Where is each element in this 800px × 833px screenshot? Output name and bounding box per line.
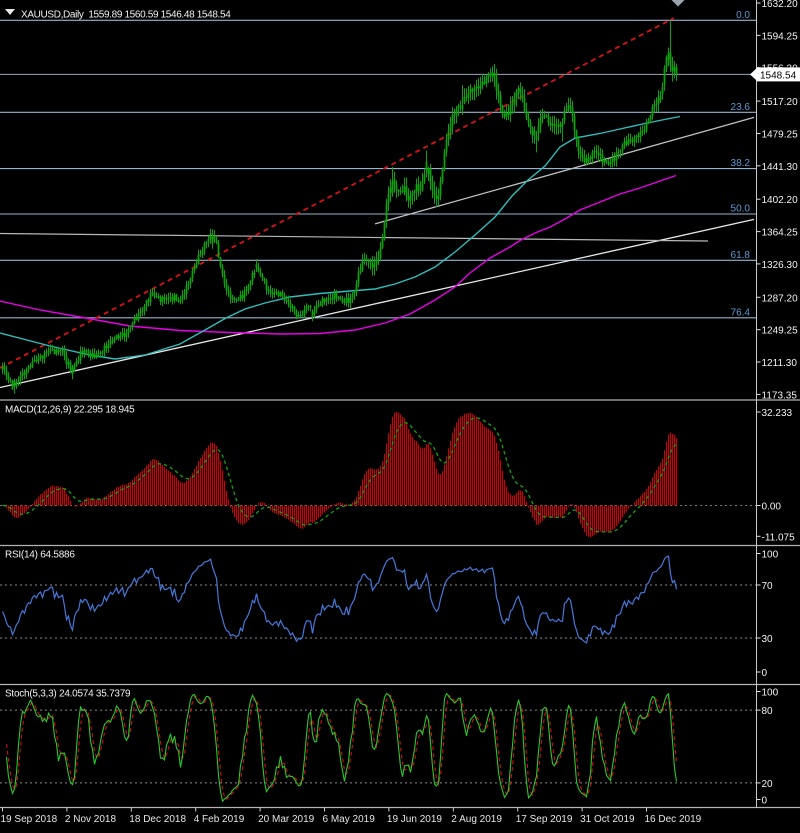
svg-text:Stoch(5,3,3) 24.0574 35.7379: Stoch(5,3,3) 24.0574 35.7379 xyxy=(5,689,131,700)
svg-text:1517.20: 1517.20 xyxy=(762,97,799,108)
svg-text:1211.30: 1211.30 xyxy=(762,358,798,369)
svg-text:1287.20: 1287.20 xyxy=(762,293,799,304)
svg-text:1364.25: 1364.25 xyxy=(762,228,799,239)
svg-text:2 Aug 2019: 2 Aug 2019 xyxy=(451,814,502,825)
svg-text:1326.30: 1326.30 xyxy=(762,260,799,271)
svg-text:4 Feb 2019: 4 Feb 2019 xyxy=(194,814,245,825)
svg-text:RSI(14) 64.5886: RSI(14) 64.5886 xyxy=(5,550,75,561)
svg-text:0.0: 0.0 xyxy=(736,10,750,21)
svg-text:0.00: 0.00 xyxy=(762,502,782,513)
svg-text:32.233: 32.233 xyxy=(762,408,793,419)
svg-text:0: 0 xyxy=(762,668,768,679)
svg-text:1479.25: 1479.25 xyxy=(762,130,799,141)
svg-text:19 Jun 2019: 19 Jun 2019 xyxy=(387,814,442,825)
svg-text:19 Sep 2018: 19 Sep 2018 xyxy=(1,814,58,825)
svg-text:1173.35: 1173.35 xyxy=(762,390,798,401)
svg-text:20 Mar 2019: 20 Mar 2019 xyxy=(258,814,315,825)
svg-text:-11.075: -11.075 xyxy=(762,532,796,543)
svg-text:1594.25: 1594.25 xyxy=(762,31,799,42)
svg-text:76.4: 76.4 xyxy=(731,307,751,318)
svg-text:1402.20: 1402.20 xyxy=(762,195,799,206)
svg-text:2 Nov 2018: 2 Nov 2018 xyxy=(65,814,117,825)
svg-text:61.8: 61.8 xyxy=(731,250,751,261)
svg-text:23.6: 23.6 xyxy=(731,102,751,113)
svg-text:1632.20: 1632.20 xyxy=(762,0,799,10)
svg-text:0: 0 xyxy=(762,796,768,807)
svg-text:31 Oct 2019: 31 Oct 2019 xyxy=(580,814,635,825)
svg-text:50.0: 50.0 xyxy=(731,204,751,215)
svg-text:6 May 2019: 6 May 2019 xyxy=(323,814,376,825)
svg-text:XAUUSD,Daily 1559.89 1560.59: XAUUSD,Daily 1559.89 1560.59 1546.48 154… xyxy=(21,10,231,21)
svg-text:1249.25: 1249.25 xyxy=(762,326,799,337)
svg-text:17 Sep 2019: 17 Sep 2019 xyxy=(516,814,573,825)
svg-text:18 Dec 2018: 18 Dec 2018 xyxy=(129,814,186,825)
svg-text:38.2: 38.2 xyxy=(731,158,751,169)
svg-text:MACD(12,26,9) 22.295 18.945: MACD(12,26,9) 22.295 18.945 xyxy=(5,405,135,416)
svg-text:70: 70 xyxy=(762,581,774,592)
svg-text:16 Dec 2019: 16 Dec 2019 xyxy=(645,814,702,825)
svg-text:1548.54: 1548.54 xyxy=(760,70,797,81)
svg-text:1441.30: 1441.30 xyxy=(762,162,799,173)
svg-text:20: 20 xyxy=(762,779,774,790)
svg-text:100: 100 xyxy=(762,688,779,699)
svg-text:100: 100 xyxy=(762,550,779,561)
svg-text:30: 30 xyxy=(762,634,774,645)
svg-text:80: 80 xyxy=(762,706,774,717)
